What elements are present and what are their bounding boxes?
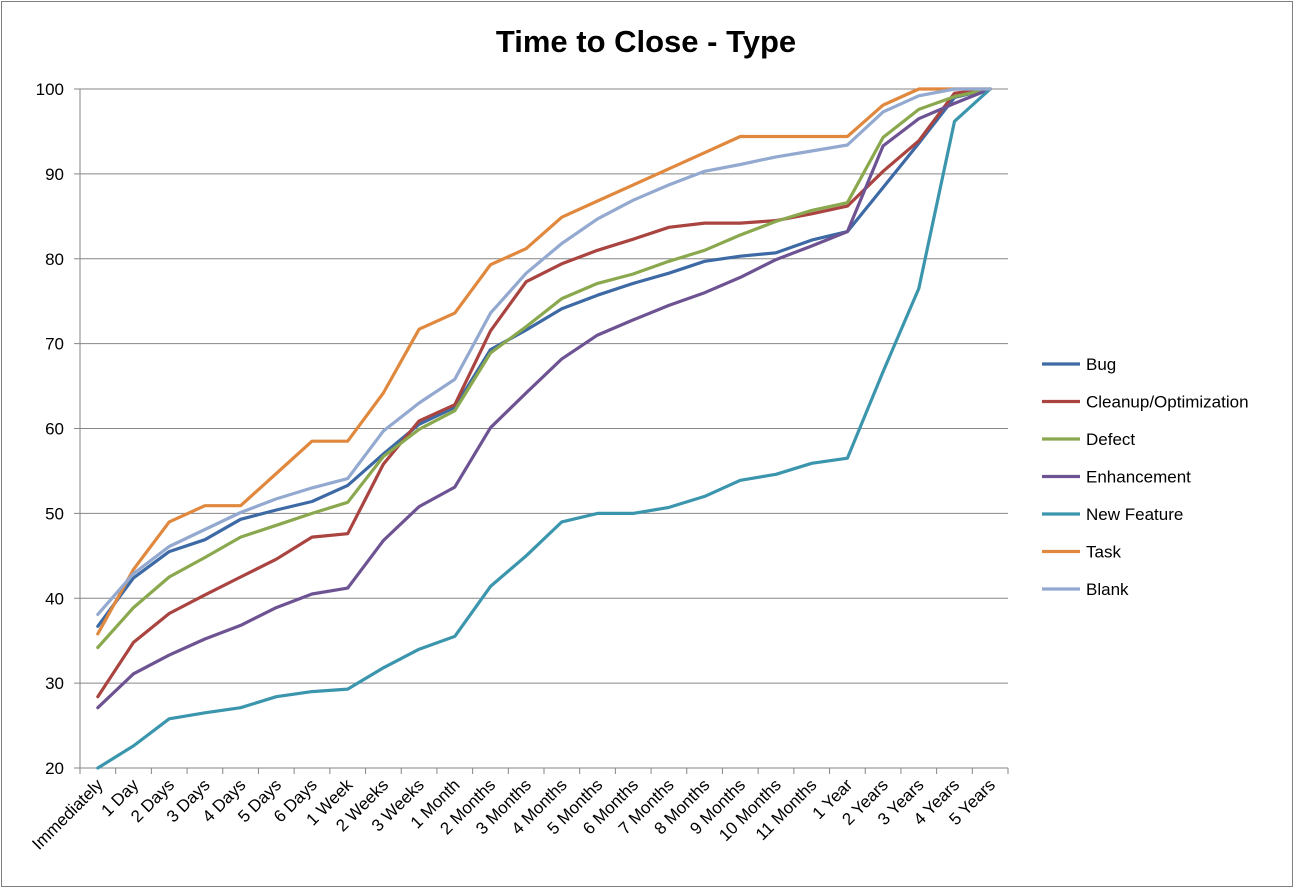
legend-label: Task — [1086, 543, 1121, 562]
legend-label: Defect — [1086, 430, 1135, 449]
gridlines — [80, 88, 1008, 769]
y-tick-label: 100 — [36, 80, 64, 99]
series-line — [96, 87, 992, 770]
legend-item: Task — [1042, 543, 1121, 562]
y-tick-label: 50 — [45, 504, 64, 523]
y-tick-label: 30 — [45, 674, 64, 693]
legend-item: Cleanup/Optimization — [1042, 393, 1249, 412]
chart-title: Time to Close - Type — [496, 24, 796, 59]
legend-label: Enhancement — [1086, 468, 1191, 487]
legend-label: New Feature — [1086, 505, 1183, 524]
legend-item: Enhancement — [1042, 468, 1191, 487]
y-tick-label: 40 — [45, 589, 64, 608]
series-line — [96, 87, 992, 636]
legend-item: Defect — [1042, 430, 1135, 449]
legend-label: Blank — [1086, 580, 1129, 599]
series-line — [96, 87, 992, 699]
series-line — [96, 87, 992, 650]
y-tick-label: 90 — [45, 165, 64, 184]
y-tick-label: 80 — [45, 250, 64, 269]
y-tick-label: 60 — [45, 420, 64, 439]
y-tick-label: 20 — [45, 759, 64, 778]
legend-item: Bug — [1042, 355, 1116, 374]
series-lines — [96, 87, 992, 770]
series-line — [96, 87, 992, 617]
legend-item: New Feature — [1042, 505, 1183, 524]
y-tick-label: 70 — [45, 335, 64, 354]
x-tick-label: Immediately — [28, 775, 107, 854]
series-line — [96, 87, 992, 710]
y-axis-ticks: 20 30 40 50 60 70 80 90 100 — [36, 80, 80, 778]
legend-item: Blank — [1042, 580, 1129, 599]
series-line — [96, 87, 992, 628]
legend: Bug Cleanup/Optimization Defect Enhancement… — [1042, 355, 1249, 599]
legend-label: Bug — [1086, 355, 1116, 374]
legend-label: Cleanup/Optimization — [1086, 393, 1249, 412]
